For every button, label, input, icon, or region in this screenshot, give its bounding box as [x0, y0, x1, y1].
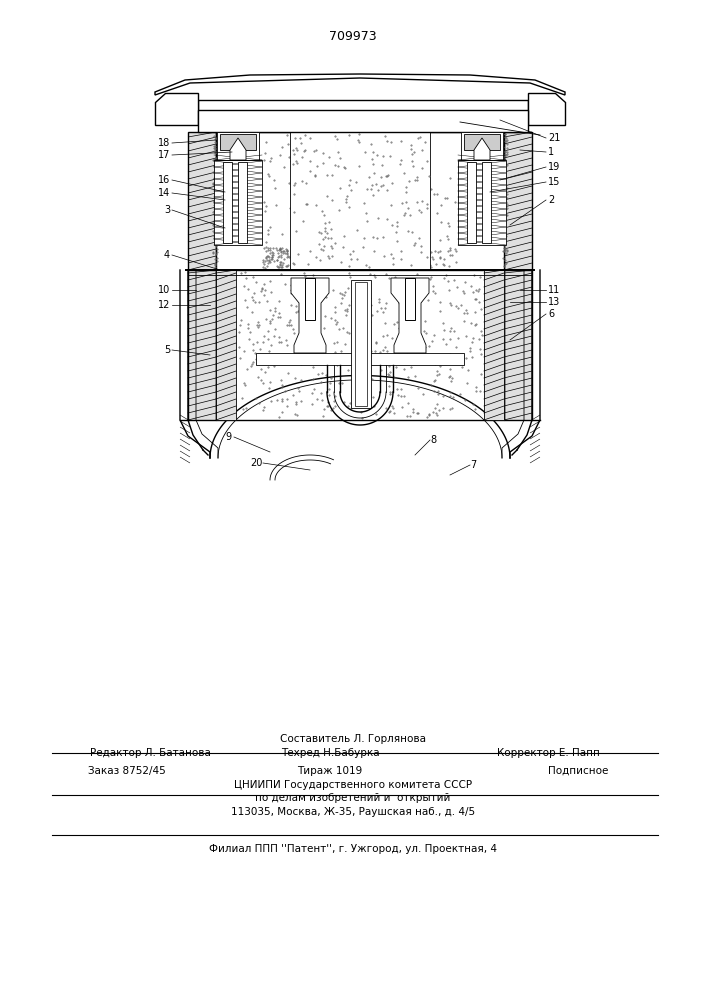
- Bar: [216, 132, 504, 270]
- Text: 12: 12: [158, 300, 170, 310]
- Bar: [238, 162, 247, 243]
- Bar: [464, 134, 500, 150]
- Bar: [256, 353, 464, 365]
- Text: Тираж 1019: Тираж 1019: [298, 766, 363, 776]
- Bar: [467, 162, 476, 243]
- Bar: [188, 132, 216, 270]
- Bar: [223, 162, 232, 243]
- Text: 10: 10: [158, 285, 170, 295]
- Bar: [351, 280, 371, 408]
- Text: ЦНИИПИ Государственного комитета СССР: ЦНИИПИ Государственного комитета СССР: [234, 780, 472, 790]
- Text: 21: 21: [548, 133, 561, 143]
- Text: Редактор Л. Батанова: Редактор Л. Батанова: [90, 748, 211, 758]
- Text: 18: 18: [158, 138, 170, 148]
- Bar: [458, 160, 506, 245]
- Bar: [216, 270, 236, 420]
- Text: по делам изобретений и  открытий: по делам изобретений и открытий: [255, 793, 450, 803]
- Text: 7: 7: [470, 460, 477, 470]
- Text: 2: 2: [548, 195, 554, 205]
- Text: 11: 11: [548, 285, 560, 295]
- Bar: [355, 282, 367, 406]
- Polygon shape: [230, 138, 246, 160]
- Text: 8: 8: [430, 435, 436, 445]
- Text: 17: 17: [158, 150, 170, 160]
- Text: 4: 4: [164, 250, 170, 260]
- Text: 19: 19: [548, 162, 560, 172]
- Bar: [216, 270, 504, 420]
- Text: 15: 15: [548, 177, 561, 187]
- Text: 1: 1: [548, 147, 554, 157]
- Text: Подписное: Подписное: [548, 766, 609, 776]
- Text: 20: 20: [250, 458, 262, 468]
- Polygon shape: [291, 278, 329, 353]
- Bar: [484, 270, 504, 420]
- Bar: [220, 134, 256, 150]
- Bar: [504, 270, 532, 420]
- Polygon shape: [391, 278, 429, 353]
- Bar: [482, 162, 491, 243]
- Bar: [188, 270, 216, 420]
- Bar: [305, 278, 315, 320]
- Polygon shape: [474, 138, 490, 160]
- Bar: [217, 132, 259, 160]
- Text: 3: 3: [164, 205, 170, 215]
- Bar: [198, 110, 528, 132]
- Polygon shape: [155, 74, 565, 95]
- Text: 9: 9: [226, 432, 232, 442]
- Text: Составитель Л. Горлянова: Составитель Л. Горлянова: [280, 734, 426, 744]
- Text: 113035, Москва, Ж-35, Раушская наб., д. 4/5: 113035, Москва, Ж-35, Раушская наб., д. …: [231, 807, 475, 817]
- Text: Филиал ППП ''Патент'', г. Ужгород, ул. Проектная, 4: Филиал ППП ''Патент'', г. Ужгород, ул. П…: [209, 844, 497, 854]
- Text: Заказ 8752/45: Заказ 8752/45: [88, 766, 165, 776]
- Text: 14: 14: [158, 188, 170, 198]
- Text: Техред Н.Бабурка: Техред Н.Бабурка: [281, 748, 380, 758]
- Text: 709973: 709973: [329, 30, 377, 43]
- Text: 16: 16: [158, 175, 170, 185]
- Polygon shape: [528, 93, 565, 125]
- Bar: [461, 132, 503, 160]
- Text: 13: 13: [548, 297, 560, 307]
- Text: 6: 6: [548, 309, 554, 319]
- Bar: [290, 132, 430, 270]
- Bar: [504, 132, 532, 270]
- Text: Корректор Е. Папп: Корректор Е. Папп: [496, 748, 600, 758]
- Text: 5: 5: [164, 345, 170, 355]
- Polygon shape: [155, 93, 198, 125]
- Bar: [214, 160, 262, 245]
- Bar: [405, 278, 415, 320]
- Bar: [198, 100, 528, 118]
